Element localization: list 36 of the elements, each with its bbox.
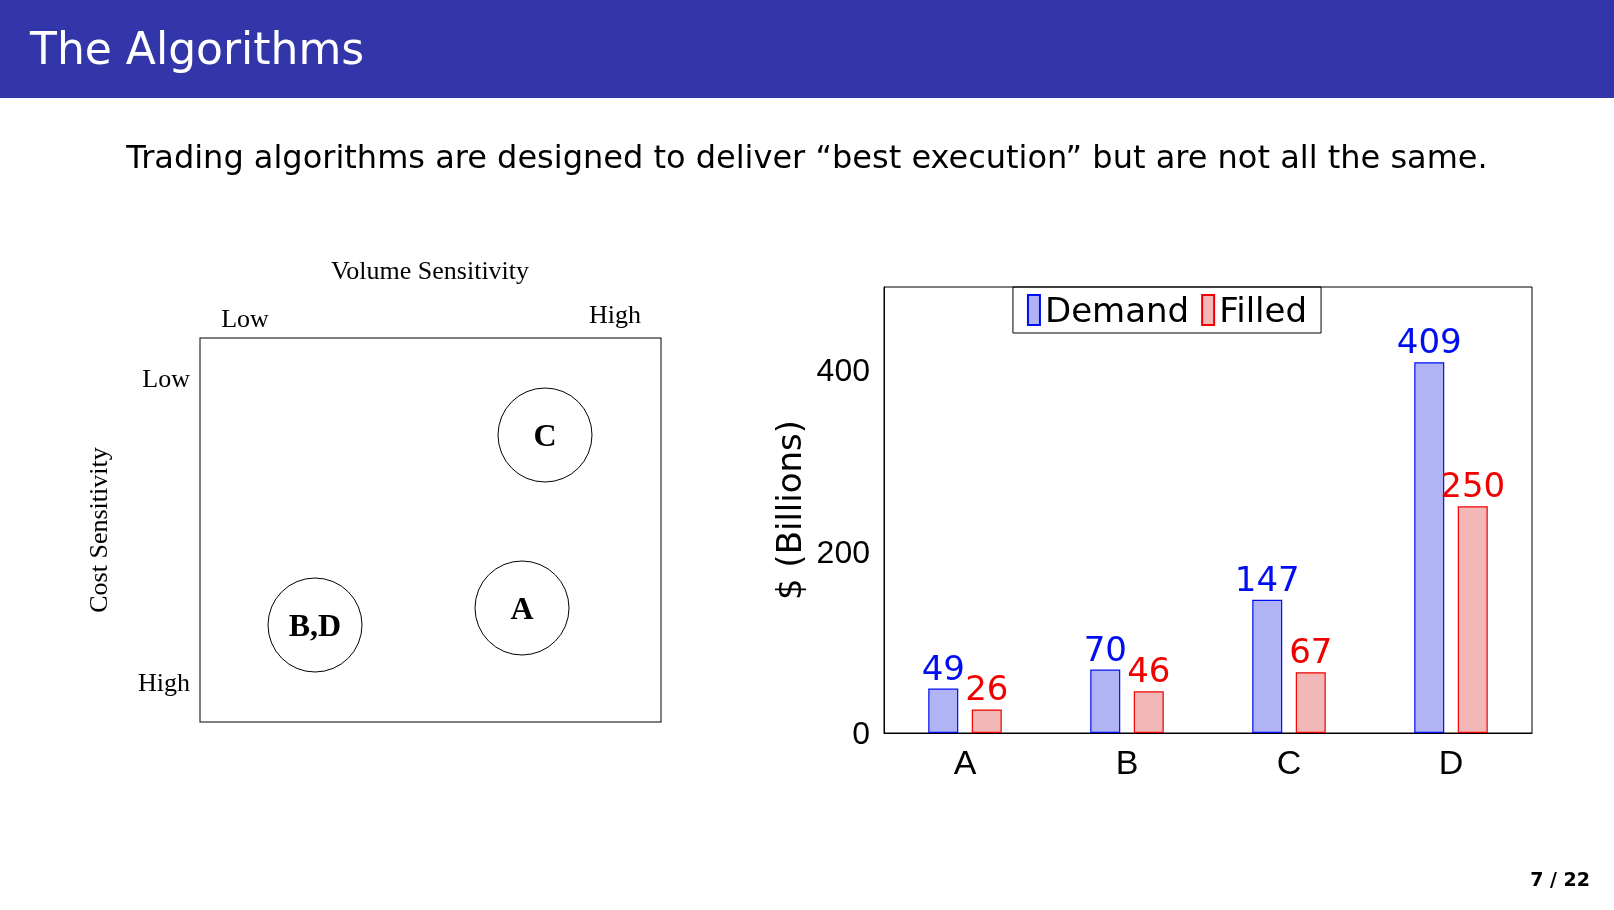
text: B,D [288,607,342,643]
bar [1295,672,1326,733]
data-label: 26 [965,668,1009,709]
y-tick-label: 0 [852,715,870,751]
text: 7 / 22 [1530,868,1590,890]
text: High [589,299,641,329]
text: Trading algorithms are designed to deliver “best execution” but are not all the same. [125,138,1489,176]
data-label: 49 [921,647,965,688]
y-axis-title: $ (Billions) [768,419,809,601]
y-tick-label: 400 [816,352,870,389]
text: Low [221,303,270,333]
text: The Algorithms [0,0,1614,98]
bar [1252,599,1283,733]
x-tick-label: C [1276,743,1302,781]
bar [1457,506,1488,733]
bar [971,709,1002,733]
y-tick-label: 200 [816,533,870,570]
text: A [510,590,534,626]
data-label: 409 [1396,321,1462,362]
data-label: 70 [1083,628,1127,669]
x-tick-label: D [1438,743,1464,781]
bar [928,688,959,733]
text: Volume Sensitivity [330,255,530,285]
data-label: 147 [1234,558,1300,599]
text: C [533,417,557,453]
text: Cost Sensitivity [83,447,113,613]
x-tick-label: A [953,743,977,781]
data-label: 46 [1127,650,1171,691]
legend-label: Demand [1044,290,1190,330]
bar [1133,691,1164,733]
bar [1090,669,1121,733]
legend-label: Filled [1219,290,1308,330]
x-tick-label: B [1115,743,1139,781]
text: High [138,667,190,697]
text: Low [142,363,191,393]
data-label: 67 [1289,631,1333,672]
